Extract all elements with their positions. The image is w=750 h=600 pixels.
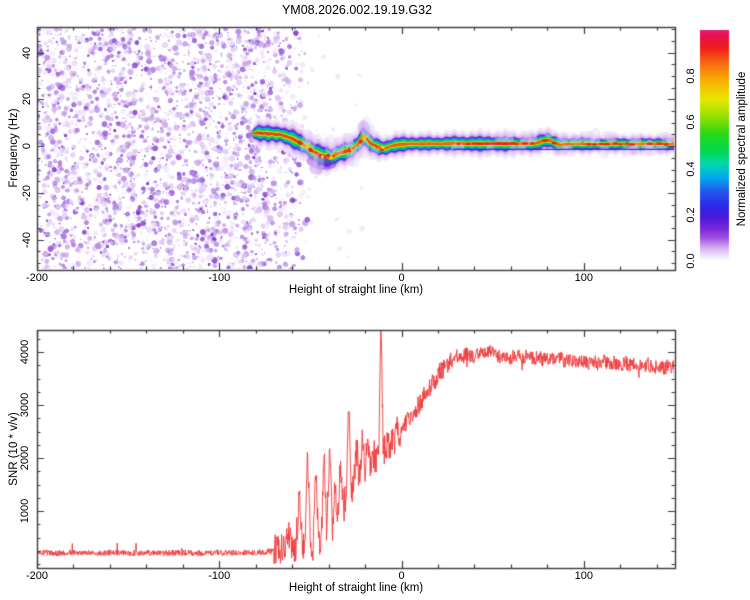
snr-x-tick-label: 100 [574,569,594,582]
colorbar-tick-label: 0.6 [685,114,697,131]
spectrogram-y-axis-label: Frequency (Hz) [8,108,20,188]
colorbar-tick-label: 0.4 [685,160,697,177]
spectrogram-x-tick-label: 100 [574,271,594,284]
snr-x-tick-label: -100 [208,569,231,582]
spectrogram-y-tick-label: -40 [20,231,33,248]
spectrogram-y-tick-label: 20 [20,93,33,106]
spectrogram-x-axis-label: Height of straight line (km) [288,284,424,296]
spectrogram-x-tick-label: 0 [398,271,405,284]
snr-x-tick-label: -200 [25,569,49,582]
colorbar-tick-label: 0.2 [685,207,697,223]
spectrogram-y-tick-label: 0 [20,143,33,150]
snr-y-tick-label: 2000 [18,445,31,471]
snr-y-tick-label: 1000 [18,498,31,524]
spectrogram-x-tick-label: -100 [208,271,231,284]
colorbar-tick-label: 0.0 [685,253,697,269]
spectrogram-y-tick-label: 40 [20,46,33,59]
snr-x-tick-label: 0 [398,569,405,582]
snr-y-tick-label: 4000 [18,339,31,365]
colorbar-label: Normalized spectral amplitude [736,71,748,227]
colorbar-tick-label: 0.8 [685,68,697,84]
spectrogram-y-tick-label: -20 [20,184,33,201]
figure-title: YM08.2026.002.19.19.G32 [281,3,433,17]
spectrogram-x-tick-label: -200 [25,271,49,284]
snr-y-tick-label: 3000 [18,392,31,418]
snr-x-axis-label: Height of straight line (km) [288,582,424,594]
